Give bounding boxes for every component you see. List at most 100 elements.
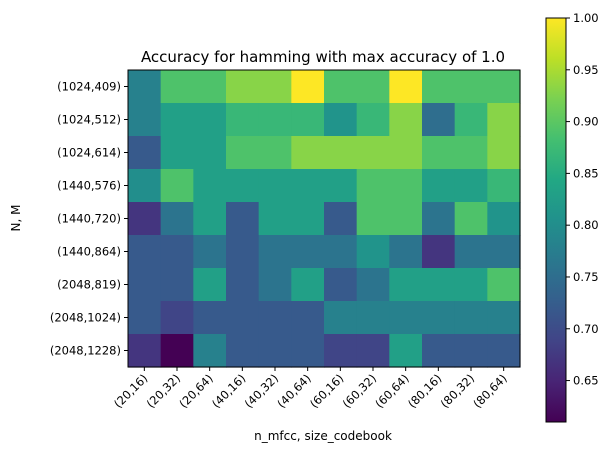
colorbar-tick-label: 0.70 bbox=[573, 322, 599, 336]
heatmap-cell bbox=[356, 235, 390, 269]
y-axis-label: N, M bbox=[9, 205, 23, 232]
x-tick-label: (80,64) bbox=[470, 371, 510, 411]
heatmap-cell bbox=[487, 301, 521, 335]
heatmap-cell bbox=[454, 136, 488, 170]
heatmap-cell bbox=[356, 202, 390, 236]
heatmap-cell bbox=[193, 334, 227, 368]
heatmap-cell bbox=[324, 202, 358, 236]
heatmap-cell bbox=[389, 334, 423, 368]
heatmap-cell bbox=[128, 136, 162, 170]
x-tick-label: (20,32) bbox=[144, 371, 184, 411]
x-tick-label: (60,32) bbox=[340, 371, 380, 411]
x-tick-label: (40,64) bbox=[274, 371, 314, 411]
heatmap-cell bbox=[291, 301, 325, 335]
heatmap-cell bbox=[389, 103, 423, 137]
y-tick-label: (1024,512) bbox=[57, 113, 121, 127]
heatmap-cell bbox=[324, 103, 358, 137]
heatmap-cell bbox=[291, 103, 325, 137]
heatmap-cell bbox=[128, 235, 162, 269]
heatmap-cell bbox=[160, 235, 194, 269]
x-tick-label: (40,32) bbox=[242, 371, 282, 411]
heatmap-cell bbox=[226, 334, 260, 368]
colorbar-tick-label: 0.95 bbox=[573, 63, 599, 77]
y-tick-label: (2048,819) bbox=[57, 278, 121, 292]
heatmap-cell bbox=[291, 70, 325, 104]
heatmap-cell bbox=[389, 268, 423, 302]
colorbar-tick-label: 0.85 bbox=[573, 166, 599, 180]
heatmap-cell bbox=[356, 169, 390, 203]
heatmap-cell bbox=[193, 268, 227, 302]
heatmap-cell bbox=[324, 169, 358, 203]
colorbar-tick-label: 1.00 bbox=[573, 11, 599, 25]
heatmap-cell bbox=[258, 70, 292, 104]
heatmap-cell bbox=[454, 70, 488, 104]
heatmap-cell bbox=[454, 103, 488, 137]
heatmap-cell bbox=[160, 70, 194, 104]
chart-title: Accuracy for hamming with max accuracy o… bbox=[141, 48, 505, 66]
heatmap-cell bbox=[226, 136, 260, 170]
colorbar: 0.65 0.70 0.75 0.80 0.85 0.90 0.95 1.00 bbox=[545, 11, 599, 423]
x-axis-ticks: (20,16)(20,32)(20,64)(40,16)(40,32)(40,6… bbox=[111, 367, 510, 411]
heatmap-cell bbox=[226, 235, 260, 269]
heatmap-cell bbox=[487, 136, 521, 170]
heatmap-cell bbox=[226, 169, 260, 203]
heatmap-cell bbox=[389, 202, 423, 236]
heatmap-cell bbox=[258, 268, 292, 302]
heatmap-cell bbox=[258, 202, 292, 236]
heatmap-cell bbox=[356, 334, 390, 368]
heatmap-cell bbox=[422, 334, 456, 368]
y-tick-label: (1024,409) bbox=[57, 80, 121, 94]
heatmap-cell bbox=[487, 169, 521, 203]
heatmap-cell bbox=[193, 70, 227, 104]
heatmap-cell bbox=[226, 301, 260, 335]
heatmap-cell bbox=[291, 268, 325, 302]
heatmap-cell bbox=[128, 202, 162, 236]
x-tick-label: (80,32) bbox=[438, 371, 478, 411]
heatmap-cell bbox=[487, 334, 521, 368]
heatmap-cell bbox=[454, 301, 488, 335]
heatmap-cell bbox=[160, 268, 194, 302]
y-tick-label: (1024,614) bbox=[57, 146, 121, 160]
y-tick-label: (1440,864) bbox=[57, 245, 121, 259]
heatmap-cell bbox=[422, 70, 456, 104]
heatmap-cell bbox=[487, 202, 521, 236]
heatmap-cell bbox=[128, 334, 162, 368]
heatmap-cell bbox=[226, 268, 260, 302]
heatmap-cell bbox=[128, 301, 162, 335]
y-tick-label: (2048,1228) bbox=[50, 344, 121, 358]
heatmap-cell bbox=[258, 169, 292, 203]
heatmap-cell bbox=[356, 136, 390, 170]
y-tick-label: (2048,1024) bbox=[50, 311, 121, 325]
heatmap-cell bbox=[356, 301, 390, 335]
heatmap-cell bbox=[324, 268, 358, 302]
y-axis-ticks: (1024,409) (1024,512) (1024,614) (1440,576)… bbox=[50, 80, 128, 358]
heatmap-cell bbox=[422, 202, 456, 236]
heatmap-cell bbox=[193, 301, 227, 335]
heatmap-cell bbox=[389, 235, 423, 269]
heatmap-cell bbox=[389, 136, 423, 170]
colorbar-tick-label: 0.75 bbox=[573, 270, 599, 284]
heatmap-cell bbox=[128, 169, 162, 203]
heatmap-cell bbox=[160, 169, 194, 203]
heatmap-cell bbox=[389, 301, 423, 335]
heatmap-cell bbox=[160, 136, 194, 170]
heatmap-cell bbox=[258, 334, 292, 368]
heatmap-cell bbox=[422, 235, 456, 269]
heatmap-cell bbox=[422, 103, 456, 137]
heatmap-cell bbox=[160, 103, 194, 137]
heatmap-cell bbox=[454, 202, 488, 236]
x-tick-label: (80,16) bbox=[405, 371, 445, 411]
heatmap-cell bbox=[226, 103, 260, 137]
heatmap-cell bbox=[487, 268, 521, 302]
heatmap-cell bbox=[193, 202, 227, 236]
heatmap-cell bbox=[193, 169, 227, 203]
heatmap-cell bbox=[422, 268, 456, 302]
heatmap-cell bbox=[291, 136, 325, 170]
heatmap-cell bbox=[258, 136, 292, 170]
heatmap-cell bbox=[226, 70, 260, 104]
heatmap-cell bbox=[422, 301, 456, 335]
colorbar-gradient bbox=[545, 17, 567, 423]
heatmap-cell bbox=[291, 169, 325, 203]
heatmap-cell bbox=[389, 169, 423, 203]
